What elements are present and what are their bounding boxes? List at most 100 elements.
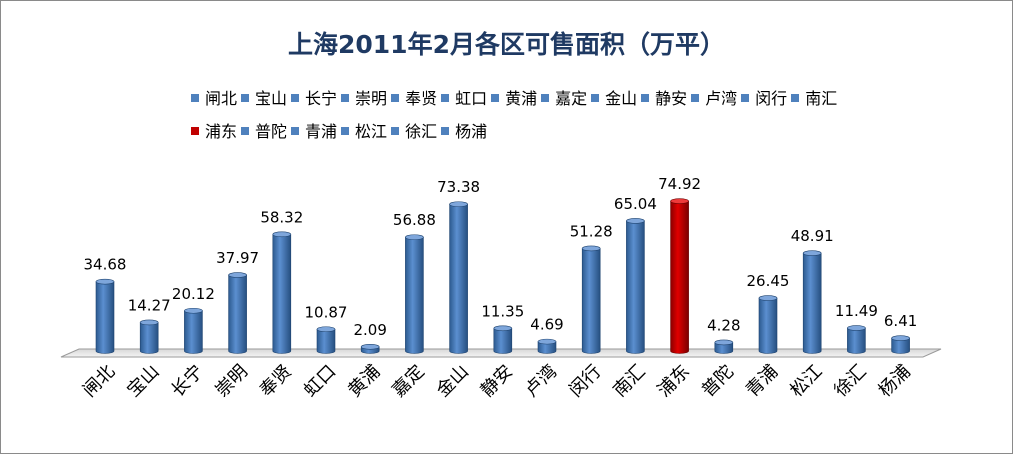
- bar-top: [493, 325, 513, 332]
- x-tick-label: 杨浦: [875, 361, 915, 401]
- legend-label: 徐汇: [405, 122, 438, 141]
- bar-top: [537, 338, 557, 345]
- legend-label: 青浦: [305, 122, 338, 141]
- legend-swatch: [391, 94, 400, 102]
- legend-item: 宝山: [241, 90, 287, 108]
- bar: [139, 322, 159, 354]
- bar: [891, 337, 910, 354]
- data-label: 56.88: [393, 211, 436, 229]
- legend-item: 闸北: [191, 90, 237, 108]
- bar-top: [184, 307, 203, 314]
- legend-item: 长宁: [291, 90, 337, 108]
- x-tick-label: 崇明: [212, 361, 252, 401]
- legend-item: 奉贤: [391, 90, 437, 108]
- chart-legend: 闸北 宝山 长宁 崇明 奉贤 虹口 黄浦 嘉定 金山 静安 卢湾 闵行 南汇浦东 普陀 青浦 松江 徐汇 杨浦: [191, 89, 851, 155]
- bar: [758, 297, 778, 354]
- bar-top: [139, 319, 159, 326]
- data-label: 48.91: [791, 227, 834, 245]
- legend-label: 普陀: [255, 122, 288, 141]
- bar-top: [581, 245, 601, 252]
- bar-top: [758, 295, 778, 301]
- data-label: 4.28: [707, 316, 740, 334]
- data-label: 65.04: [614, 195, 657, 213]
- legend-label: 虹口: [455, 89, 488, 108]
- bar: [581, 248, 601, 354]
- data-label: 26.45: [747, 272, 790, 290]
- x-tick-label: 卢湾: [521, 361, 561, 401]
- x-tick-label: 长宁: [167, 361, 207, 401]
- legend-swatch: [741, 94, 750, 102]
- x-tick-label: 黄浦: [344, 361, 384, 401]
- x-tick-label: 普陀: [698, 361, 738, 401]
- x-tick-label: 闸北: [79, 361, 119, 401]
- data-label: 10.87: [305, 303, 348, 321]
- legend-item: 静安: [641, 90, 687, 108]
- x-tick-label: 静安: [477, 361, 517, 401]
- bar-top: [316, 326, 336, 333]
- x-tick-label: 金山: [433, 361, 473, 401]
- legend-swatch: [191, 94, 199, 102]
- legend-label: 杨浦: [455, 122, 488, 141]
- data-label: 11.49: [835, 302, 878, 320]
- legend-item: 崇明: [341, 90, 387, 108]
- bar-top: [272, 231, 292, 238]
- bar-top: [228, 272, 247, 278]
- legend-item: 卢湾: [691, 90, 737, 108]
- bar: [537, 341, 557, 354]
- legend-item: 松江: [341, 123, 387, 141]
- x-tick-label: 南汇: [609, 361, 649, 401]
- legend-label: 嘉定: [555, 89, 588, 108]
- data-label: 4.69: [530, 316, 563, 334]
- legend-item: 青浦: [291, 123, 337, 141]
- bar: [272, 234, 292, 354]
- x-tick-label: 徐汇: [830, 361, 870, 401]
- data-label: 34.68: [84, 256, 127, 274]
- data-label: 6.41: [884, 312, 917, 330]
- legend-item: 杨浦: [441, 123, 487, 141]
- x-tick-label: 浦东: [654, 361, 694, 401]
- legend-item: 闵行: [741, 90, 787, 108]
- bar: [847, 327, 866, 354]
- legend-item: 金山: [591, 90, 637, 108]
- data-label: 2.09: [353, 321, 386, 339]
- bar-top: [802, 250, 822, 256]
- legend-label: 南汇: [805, 89, 838, 108]
- legend-swatch: [191, 127, 199, 135]
- legend-swatch: [541, 94, 550, 102]
- bar: [316, 328, 336, 354]
- data-label: 14.27: [128, 296, 171, 314]
- legend-label: 闸北: [205, 89, 238, 108]
- legend-swatch: [341, 127, 350, 135]
- legend-swatch: [491, 94, 500, 102]
- bar-top: [847, 325, 866, 331]
- bar: [626, 220, 645, 354]
- legend-swatch: [391, 127, 400, 135]
- bar: [714, 342, 734, 354]
- legend-swatch: [241, 127, 250, 135]
- legend-swatch: [591, 94, 600, 102]
- legend-swatch: [341, 94, 350, 102]
- bar-top: [360, 344, 380, 350]
- legend-swatch: [441, 127, 450, 135]
- legend-label: 卢湾: [705, 89, 738, 108]
- legend-item: 虹口: [441, 90, 487, 108]
- legend-label: 静安: [655, 89, 688, 108]
- legend-label: 闵行: [755, 89, 788, 108]
- bar-top: [891, 335, 910, 341]
- legend-label: 松江: [355, 122, 388, 141]
- bar: [405, 236, 424, 354]
- legend-item: 嘉定: [541, 90, 587, 108]
- legend-label: 长宁: [305, 89, 338, 108]
- data-label: 20.12: [172, 285, 215, 303]
- bar-top: [670, 198, 689, 204]
- bar-top: [626, 218, 645, 224]
- legend-item: 黄浦: [491, 90, 537, 108]
- x-tick-label: 宝山: [123, 361, 163, 401]
- legend-label: 黄浦: [505, 89, 538, 108]
- x-tick-label: 闵行: [565, 361, 605, 401]
- legend-swatch: [641, 94, 650, 102]
- bar: [449, 203, 468, 354]
- data-label: 58.32: [260, 208, 303, 226]
- x-tick-label: 松江: [786, 361, 826, 401]
